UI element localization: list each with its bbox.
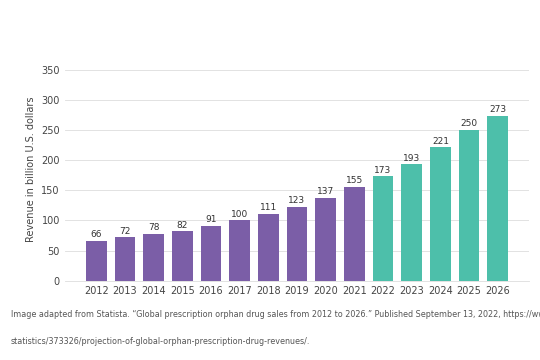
Bar: [344, 187, 365, 281]
Text: 273: 273: [489, 105, 507, 114]
Bar: [201, 226, 221, 281]
Text: 221: 221: [432, 137, 449, 146]
Bar: [488, 116, 508, 281]
Text: 111: 111: [260, 203, 277, 212]
Bar: [401, 165, 422, 281]
Text: 72: 72: [119, 226, 131, 235]
Bar: [143, 234, 164, 281]
Text: 123: 123: [288, 196, 306, 205]
Text: 193: 193: [403, 154, 420, 163]
Text: Image adapted from Statista. “Global prescription orphan drug sales from 2012 to: Image adapted from Statista. “Global pre…: [11, 310, 540, 319]
Text: 137: 137: [317, 187, 334, 196]
Bar: [172, 231, 193, 281]
Y-axis label: Revenue in billion U.S. dollars: Revenue in billion U.S. dollars: [26, 96, 36, 242]
Bar: [114, 237, 135, 281]
Bar: [373, 176, 393, 281]
Text: 155: 155: [346, 176, 363, 185]
Text: 82: 82: [177, 221, 188, 230]
Bar: [459, 130, 480, 281]
Bar: [258, 214, 279, 281]
Text: 100: 100: [231, 210, 248, 219]
Bar: [86, 241, 106, 281]
Bar: [230, 220, 250, 281]
Bar: [315, 198, 336, 281]
Text: 66: 66: [91, 230, 102, 239]
Text: statistics/373326/projection-of-global-orphan-prescription-drug-revenues/.: statistics/373326/projection-of-global-o…: [11, 337, 310, 346]
Bar: [287, 207, 307, 281]
Text: 173: 173: [374, 166, 392, 175]
Bar: [430, 148, 451, 281]
Text: 250: 250: [461, 119, 478, 128]
Text: 91: 91: [205, 215, 217, 224]
Text: 78: 78: [148, 223, 159, 232]
